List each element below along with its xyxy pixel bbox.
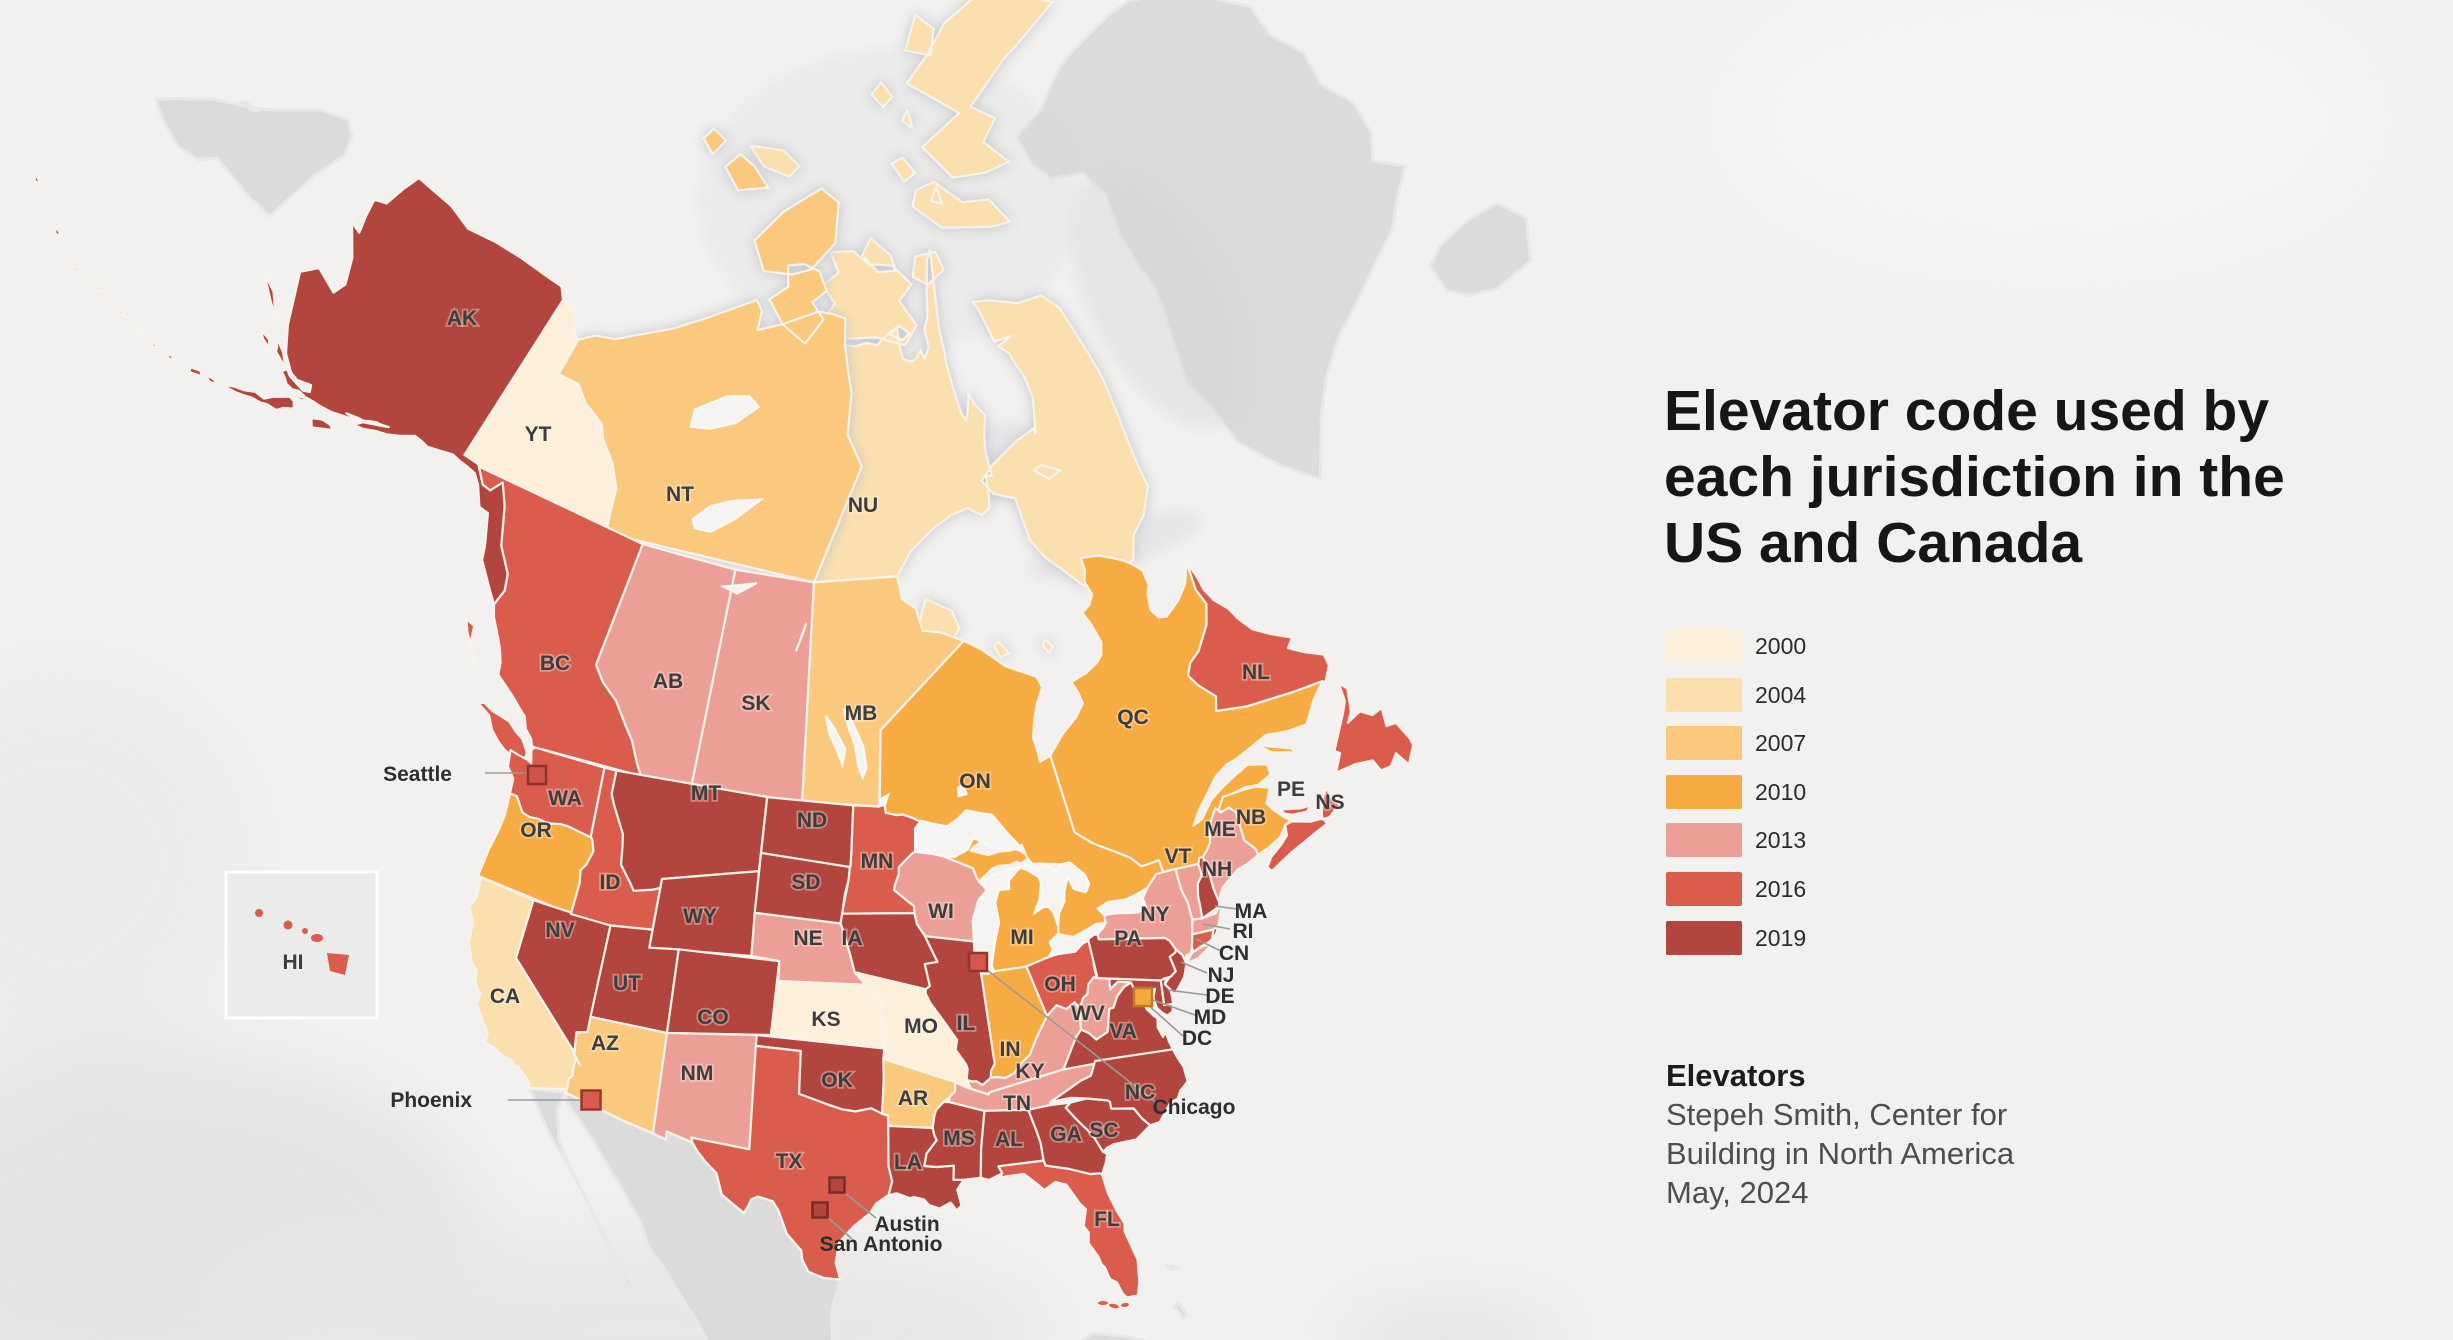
svg-text:NC: NC <box>1125 1081 1155 1104</box>
svg-text:DC: DC <box>1182 1027 1212 1050</box>
svg-text:NL: NL <box>1242 661 1270 684</box>
svg-text:CA: CA <box>490 985 520 1008</box>
svg-text:SK: SK <box>741 692 770 715</box>
svg-text:AZ: AZ <box>591 1032 619 1055</box>
svg-text:IA: IA <box>842 927 863 950</box>
svg-text:NY: NY <box>1140 903 1169 926</box>
svg-text:LA: LA <box>894 1151 922 1174</box>
svg-text:NV: NV <box>545 919 574 942</box>
svg-text:Austin: Austin <box>874 1213 939 1236</box>
svg-text:RI: RI <box>1233 920 1254 943</box>
svg-text:PE: PE <box>1277 778 1305 801</box>
svg-text:AR: AR <box>898 1087 928 1110</box>
svg-text:YT: YT <box>525 423 552 446</box>
svg-text:KS: KS <box>811 1008 840 1031</box>
svg-text:UT: UT <box>613 972 641 995</box>
svg-text:TN: TN <box>1003 1092 1031 1115</box>
svg-text:ME: ME <box>1204 818 1236 841</box>
svg-text:AL: AL <box>995 1128 1023 1151</box>
svg-text:WY: WY <box>683 905 717 928</box>
svg-text:MD: MD <box>1194 1006 1227 1029</box>
svg-text:NH: NH <box>1202 858 1232 881</box>
svg-text:San Antonio: San Antonio <box>820 1233 943 1256</box>
svg-text:NU: NU <box>848 494 878 517</box>
svg-text:DE: DE <box>1205 985 1234 1008</box>
svg-text:NT: NT <box>666 483 694 506</box>
svg-text:OH: OH <box>1044 973 1076 996</box>
svg-text:ON: ON <box>959 770 991 793</box>
svg-text:KY: KY <box>1015 1060 1044 1083</box>
svg-text:NJ: NJ <box>1208 964 1235 987</box>
svg-text:Phoenix: Phoenix <box>390 1089 472 1112</box>
svg-text:CO: CO <box>697 1006 729 1029</box>
svg-text:ND: ND <box>797 809 827 832</box>
svg-text:TX: TX <box>776 1150 803 1173</box>
svg-text:WV: WV <box>1071 1002 1105 1025</box>
svg-text:MS: MS <box>943 1127 975 1150</box>
svg-text:SD: SD <box>791 871 820 894</box>
svg-text:MO: MO <box>904 1015 938 1038</box>
svg-text:AB: AB <box>653 670 683 693</box>
svg-text:PA: PA <box>1114 927 1142 950</box>
svg-text:WI: WI <box>928 900 954 923</box>
svg-text:MA: MA <box>1235 900 1268 923</box>
svg-text:MT: MT <box>691 782 721 805</box>
svg-text:HI: HI <box>283 951 304 974</box>
svg-text:SC: SC <box>1089 1119 1118 1142</box>
svg-text:Seattle: Seattle <box>383 763 452 786</box>
svg-text:IN: IN <box>1000 1038 1021 1061</box>
svg-text:OR: OR <box>520 819 552 842</box>
svg-text:MI: MI <box>1010 926 1033 949</box>
svg-text:BC: BC <box>540 652 570 675</box>
svg-text:CN: CN <box>1219 942 1249 965</box>
svg-text:VT: VT <box>1165 845 1192 868</box>
svg-text:GA: GA <box>1050 1123 1082 1146</box>
svg-text:MN: MN <box>861 850 894 873</box>
svg-text:VA: VA <box>1109 1020 1137 1043</box>
svg-text:OK: OK <box>821 1069 853 1092</box>
svg-text:AK: AK <box>447 307 477 330</box>
svg-text:NS: NS <box>1315 791 1344 814</box>
svg-text:QC: QC <box>1117 706 1149 729</box>
svg-text:NM: NM <box>681 1062 714 1085</box>
svg-text:ID: ID <box>600 871 621 894</box>
svg-text:NB: NB <box>1236 806 1266 829</box>
svg-text:WA: WA <box>548 787 582 810</box>
svg-text:NE: NE <box>793 927 822 950</box>
svg-text:Chicago: Chicago <box>1153 1096 1236 1119</box>
svg-text:MB: MB <box>845 702 878 725</box>
svg-text:FL: FL <box>1094 1208 1120 1231</box>
svg-text:IL: IL <box>957 1012 976 1035</box>
